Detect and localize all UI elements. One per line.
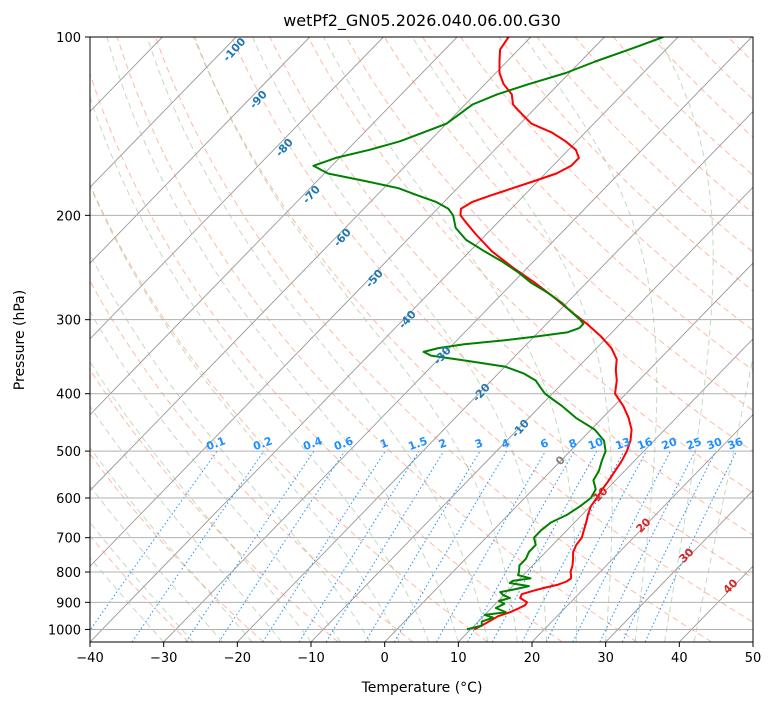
mixing-ratio-label: 25 [685, 435, 704, 452]
x-tick-label: −10 [297, 651, 324, 666]
y-tick-label: 900 [56, 596, 81, 611]
isotherm-line [90, 37, 237, 188]
x-tick-label: −20 [224, 651, 251, 666]
y-tick-label: 700 [56, 532, 81, 547]
x-tick-label: 40 [671, 651, 688, 666]
x-tick-label: 0 [381, 651, 389, 666]
isotherm-line [90, 37, 458, 416]
moist-adiabat-line [90, 360, 312, 642]
dry-adiabat-line [193, 37, 753, 623]
mixing-ratio-label: 8 [567, 436, 579, 451]
mixing-ratio-label: 36 [726, 435, 745, 453]
mixing-ratio-label: 0.1 [205, 434, 228, 453]
dewpoint-profile [312, 37, 664, 631]
background-lines [90, 37, 753, 642]
moist-adiabat-line [146, 37, 489, 642]
mixing-ratio-label: 13 [614, 435, 633, 452]
isotherm-line [531, 413, 753, 642]
isotherm-line [163, 37, 753, 642]
profiles [312, 37, 664, 631]
moist-adiabat-line [657, 37, 714, 642]
moist-adiabat-line [90, 253, 371, 642]
moist-adiabat-line [411, 37, 613, 642]
y-tick-label: 200 [56, 209, 81, 224]
mixing-ratio-label: 6 [539, 436, 551, 451]
moist-adiabat-line [252, 37, 548, 642]
mixing-ratio-label: 10 [586, 435, 605, 453]
mixing-ratio-label: 2 [437, 436, 449, 451]
moist-adiabat-line [90, 310, 341, 642]
mixing-ratio-label: 3 [473, 436, 485, 451]
dry-adiabat-line [345, 37, 753, 452]
dry-adiabat-line [269, 37, 753, 536]
x-axis-title: Temperature (°C) [361, 680, 483, 696]
dry-adiabat-line [90, 279, 414, 642]
isotherm-line [384, 262, 753, 642]
mixing-ratio-label: 1.5 [407, 434, 430, 453]
moist-adiabat-line [106, 37, 459, 642]
y-tick-label: 600 [56, 492, 81, 507]
isotherm-line [605, 489, 753, 642]
y-tick-label: 1000 [48, 623, 81, 638]
moist-adiabat-line [323, 37, 577, 642]
mixing-ratio-label: 30 [705, 435, 724, 453]
mixing-ratio-label: 20 [660, 435, 679, 453]
dry-adiabat-line [116, 37, 638, 642]
y-axis-title: Pressure (hPa) [12, 290, 28, 390]
x-tick-label: 20 [524, 651, 541, 666]
moist-adiabat-line [693, 355, 753, 642]
x-tick-label: 50 [745, 651, 762, 666]
dry-adiabat-line [307, 37, 753, 494]
y-tick-label: 500 [56, 445, 81, 460]
mixing-ratio-label: 4 [500, 436, 512, 451]
mixing-ratio-label: 16 [636, 435, 655, 453]
isotherm-line [90, 37, 384, 340]
dry-adiabat-line [90, 368, 339, 642]
plot-frame [89, 36, 754, 643]
moist-adiabat-line [524, 37, 658, 642]
mixing-ratio-label: 0.4 [301, 434, 324, 453]
axes: −40 −30 −20 −10 0 10 20 30 40 5010020030040050060… [48, 31, 761, 666]
mixing-ratio-label: 1 [378, 436, 390, 451]
y-tick-label: 400 [56, 388, 81, 403]
mixing-ratio-label: 0.6 [332, 434, 355, 453]
moist-adiabat-line [90, 446, 253, 642]
x-tick-label: 10 [450, 651, 467, 666]
isotherm-line [90, 37, 532, 492]
moist-adiabat-line [90, 485, 223, 642]
moist-adiabat-line [90, 405, 282, 642]
y-tick-label: 100 [56, 31, 81, 46]
isotherm-line [90, 37, 679, 642]
isotherm-line [90, 37, 311, 264]
temperature-profile [459, 37, 633, 631]
moist-adiabat-line [194, 37, 518, 642]
y-tick-label: 800 [56, 566, 81, 581]
y-tick-label: 300 [56, 314, 81, 329]
chart-title: wetPf2_GN05.2026.040.06.00.G30 [283, 11, 561, 31]
x-tick-label: 30 [597, 651, 614, 666]
isotherm-line [237, 110, 753, 642]
isotherm-line [90, 37, 605, 567]
isotherm-line [458, 338, 753, 642]
dry-adiabat-line [90, 183, 488, 642]
x-tick-label: −40 [76, 651, 103, 666]
x-tick-label: −30 [150, 651, 177, 666]
isotherm-line [310, 186, 753, 642]
pressure-gridlines [90, 37, 753, 630]
moist-adiabat-line [90, 95, 430, 642]
dry-adiabat-line [90, 453, 264, 642]
mixing-ratio-label: 0.2 [251, 434, 274, 453]
